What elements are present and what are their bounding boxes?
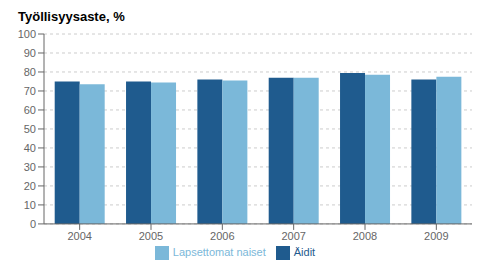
svg-text:2008: 2008	[353, 230, 377, 242]
svg-text:90: 90	[24, 47, 36, 59]
svg-text:2009: 2009	[424, 230, 448, 242]
svg-text:70: 70	[24, 85, 36, 97]
svg-text:40: 40	[24, 142, 36, 154]
html-text:Äidit: Äidit	[293, 245, 316, 258]
svg-text:50: 50	[24, 123, 36, 135]
svg-text:60: 60	[24, 104, 36, 116]
svg-text:0: 0	[30, 218, 36, 230]
svg-text:2004: 2004	[67, 230, 91, 242]
svg-text:2005: 2005	[139, 230, 163, 242]
svg-text:10: 10	[24, 199, 36, 211]
html-text:Työllisyysaste, %: Työllisyysaste, %	[18, 9, 125, 24]
svg-text:80: 80	[24, 66, 36, 78]
svg-text:100: 100	[18, 28, 36, 40]
svg-text:2007: 2007	[281, 230, 305, 242]
svg-text:20: 20	[24, 180, 36, 192]
svg-text:2006: 2006	[210, 230, 234, 242]
svg-text:30: 30	[24, 161, 36, 173]
html-text:Lapsettomat naiset: Lapsettomat naiset	[172, 245, 266, 258]
